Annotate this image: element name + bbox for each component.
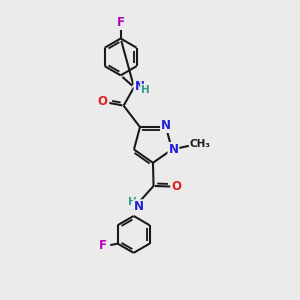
Text: H: H bbox=[128, 197, 137, 207]
Text: H: H bbox=[141, 85, 150, 94]
Text: N: N bbox=[161, 119, 171, 132]
Text: N: N bbox=[134, 200, 144, 213]
Text: N: N bbox=[169, 143, 178, 156]
Text: N: N bbox=[134, 80, 144, 93]
Text: O: O bbox=[98, 95, 108, 108]
Text: CH₃: CH₃ bbox=[190, 139, 211, 148]
Text: F: F bbox=[99, 238, 107, 252]
Text: F: F bbox=[117, 16, 125, 29]
Text: O: O bbox=[172, 180, 182, 193]
